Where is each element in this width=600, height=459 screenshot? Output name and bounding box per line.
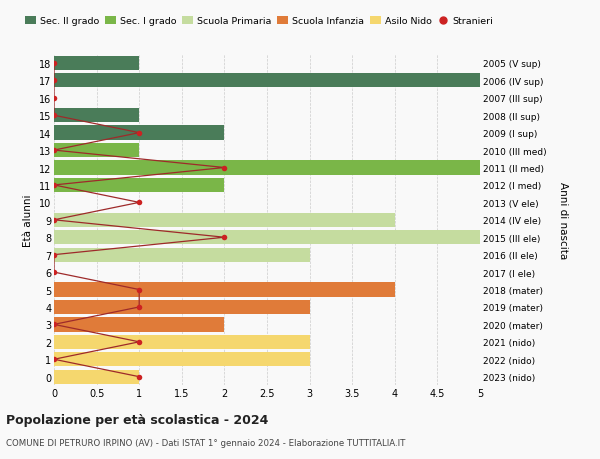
Bar <box>54 353 310 367</box>
Bar <box>54 230 480 245</box>
Text: Popolazione per età scolastica - 2024: Popolazione per età scolastica - 2024 <box>6 413 268 426</box>
Bar <box>54 109 139 123</box>
Y-axis label: Età alunni: Età alunni <box>23 194 33 246</box>
Bar <box>54 248 310 262</box>
Y-axis label: Anni di nascita: Anni di nascita <box>557 182 568 259</box>
Legend: Sec. II grado, Sec. I grado, Scuola Primaria, Scuola Infanzia, Asilo Nido, Stran: Sec. II grado, Sec. I grado, Scuola Prim… <box>25 17 493 26</box>
Bar <box>54 300 310 314</box>
Text: COMUNE DI PETRURO IRPINO (AV) - Dati ISTAT 1° gennaio 2024 - Elaborazione TUTTIT: COMUNE DI PETRURO IRPINO (AV) - Dati IST… <box>6 438 406 448</box>
Bar <box>54 126 224 140</box>
Bar <box>54 318 224 332</box>
Bar <box>54 179 224 193</box>
Bar <box>54 74 480 88</box>
Bar <box>54 283 395 297</box>
Bar <box>54 213 395 228</box>
Bar <box>54 335 310 349</box>
Bar <box>54 144 139 158</box>
Bar <box>54 56 139 71</box>
Bar <box>54 161 480 175</box>
Bar <box>54 370 139 384</box>
